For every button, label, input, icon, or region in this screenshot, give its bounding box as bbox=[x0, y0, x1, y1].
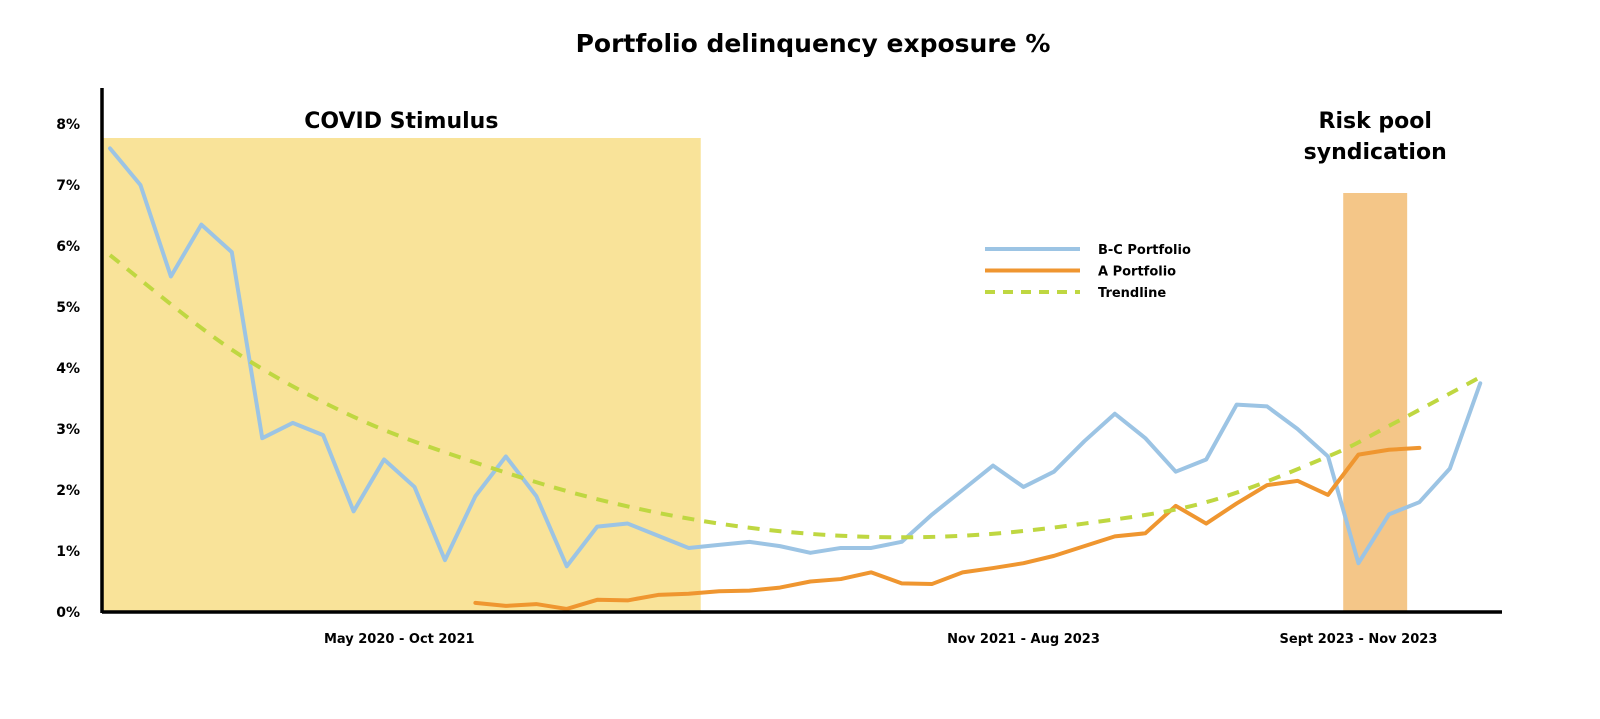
series-line-trendline bbox=[108, 253, 1482, 540]
legend-label: Trendline bbox=[1098, 286, 1166, 301]
y-tick-labels: 0% 1% 2% 3% 4% 5% 6% 7% 8% bbox=[56, 117, 80, 621]
y-tick-label: 0% bbox=[56, 605, 80, 621]
band-label-risk-pool-line2: syndication bbox=[1304, 140, 1447, 165]
x-axis-labels: May 2020 - Oct 2021 Nov 2021 - Aug 2023 Se… bbox=[324, 632, 1437, 647]
y-tick-label: 8% bbox=[56, 117, 80, 133]
y-tick-label: 1% bbox=[56, 544, 80, 560]
y-tick-label: 4% bbox=[56, 361, 80, 377]
chart-title: Portfolio delinquency exposure % bbox=[576, 29, 1051, 58]
x-axis-label: Sept 2023 - Nov 2023 bbox=[1280, 632, 1438, 647]
legend-label: B-C Portfolio bbox=[1098, 243, 1191, 258]
y-tick-label: 2% bbox=[56, 483, 80, 499]
x-axis-label: May 2020 - Oct 2021 bbox=[324, 632, 475, 647]
legend-label: A Portfolio bbox=[1098, 265, 1176, 280]
band-label-covid-stimulus: COVID Stimulus bbox=[304, 109, 498, 134]
band-label-risk-pool-line1: Risk pool bbox=[1319, 109, 1432, 134]
series-line-b-c-portfolio bbox=[108, 146, 1483, 569]
y-tick-label: 7% bbox=[56, 178, 80, 194]
y-tick-label: 5% bbox=[56, 300, 80, 316]
y-tick-label: 6% bbox=[56, 239, 80, 255]
y-tick-label: 3% bbox=[56, 422, 80, 438]
legend: B-C Portfolio A Portfolio Trendline bbox=[985, 243, 1191, 301]
band-covid-stimulus bbox=[102, 138, 701, 612]
series-line-a-portfolio bbox=[473, 445, 1422, 611]
series-group bbox=[108, 146, 1483, 611]
x-axis-label: Nov 2021 - Aug 2023 bbox=[947, 632, 1100, 647]
highlight-bands: COVID Stimulus Risk pool syndication bbox=[102, 109, 1447, 612]
